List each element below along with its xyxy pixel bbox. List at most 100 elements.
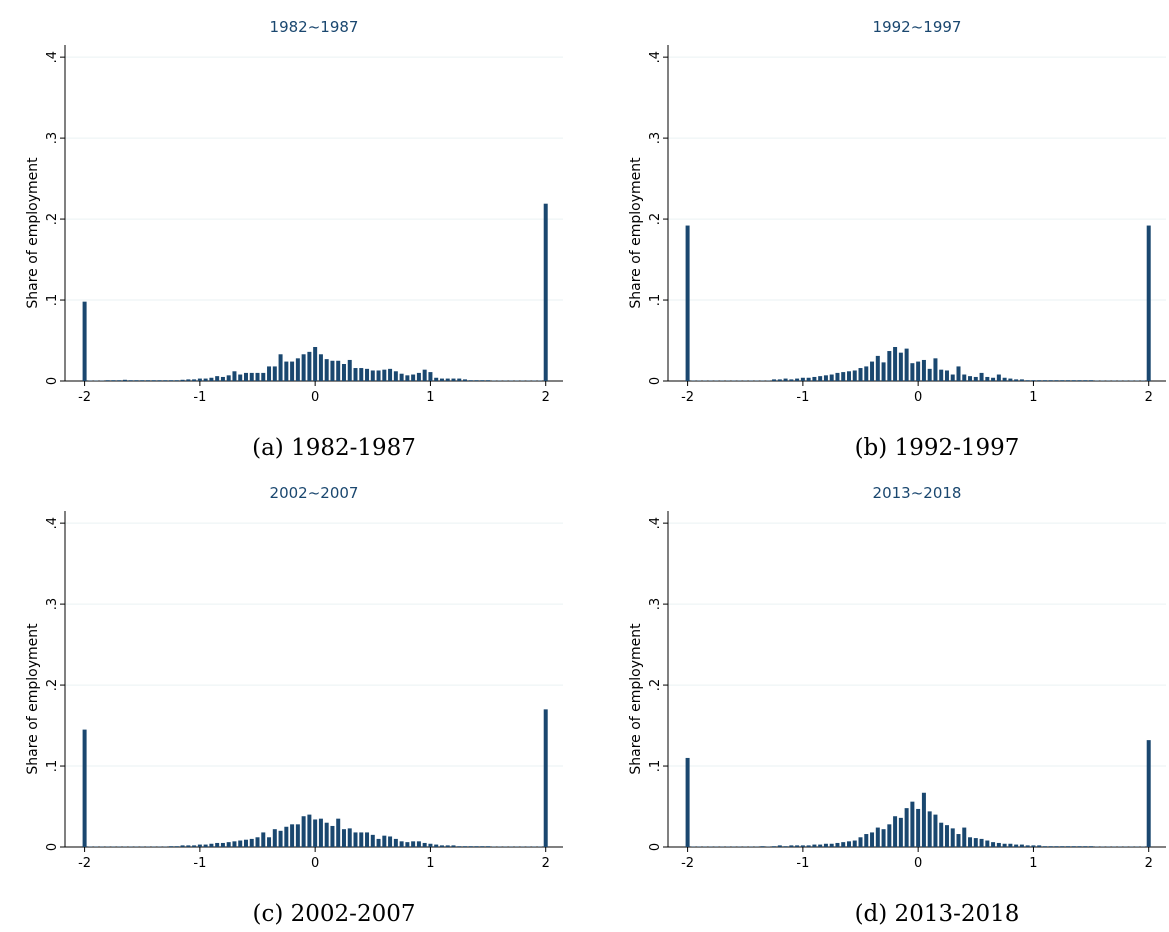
bar	[800, 377, 805, 381]
bar	[439, 378, 444, 381]
bar	[991, 842, 996, 847]
y-tick-label: .2	[648, 213, 663, 225]
bar	[846, 841, 851, 847]
bar	[823, 843, 828, 847]
bar	[186, 845, 191, 847]
bar	[117, 380, 122, 381]
bar	[1048, 380, 1053, 381]
bar	[376, 370, 381, 381]
bar	[1066, 846, 1071, 847]
bar	[180, 845, 185, 847]
bar	[956, 834, 961, 847]
bar	[324, 359, 329, 381]
bar	[301, 354, 306, 381]
bar	[226, 375, 231, 381]
bar	[1002, 377, 1007, 381]
bar	[858, 837, 863, 847]
y-axis-label: Share of employment	[25, 157, 41, 309]
bar	[835, 842, 840, 847]
bar	[295, 358, 300, 381]
bar	[261, 372, 266, 381]
caption: (d) 2013-2018	[855, 901, 1020, 927]
bar	[991, 377, 996, 381]
x-tick-label: -2	[681, 856, 694, 871]
bar	[893, 816, 898, 847]
bar	[174, 846, 179, 847]
bar	[1042, 380, 1047, 381]
bar	[249, 372, 254, 381]
bar	[341, 829, 346, 847]
bar	[313, 819, 318, 847]
bar	[933, 358, 938, 381]
bar	[163, 380, 168, 381]
bar	[841, 372, 846, 381]
bar	[411, 374, 416, 381]
bar	[543, 709, 548, 847]
bar	[220, 842, 225, 847]
y-axis-label: Share of employment	[25, 623, 41, 775]
bar	[434, 377, 439, 381]
y-tick-label: .2	[45, 213, 60, 225]
bar	[284, 826, 289, 847]
bar	[1042, 846, 1047, 847]
y-tick-label: .1	[45, 760, 60, 772]
bar	[307, 351, 312, 381]
bar	[463, 379, 468, 381]
bar	[140, 380, 145, 381]
bar	[434, 844, 439, 847]
bar	[1083, 380, 1088, 381]
bar	[278, 830, 283, 847]
bar	[382, 369, 387, 381]
bar	[468, 380, 473, 381]
bar	[996, 842, 1001, 847]
bar	[1019, 379, 1024, 381]
bar	[973, 838, 978, 847]
bar	[904, 348, 909, 381]
bar	[457, 846, 462, 847]
bar	[543, 203, 548, 381]
bar	[261, 832, 266, 847]
bar	[318, 354, 323, 381]
bar	[243, 839, 248, 847]
y-tick-label: 0	[45, 843, 60, 851]
bar	[255, 837, 260, 847]
bar	[388, 368, 393, 381]
bar	[82, 729, 87, 847]
bar	[290, 824, 295, 847]
y-tick-label: .4	[45, 517, 60, 529]
bar	[451, 378, 456, 381]
x-tick-label: 1	[1029, 390, 1037, 405]
y-tick-label: .4	[648, 517, 663, 529]
bar	[307, 814, 312, 847]
bar	[772, 846, 777, 847]
y-tick-label: .1	[648, 294, 663, 306]
x-tick-label: -1	[796, 390, 809, 405]
bar	[921, 359, 926, 381]
bar	[685, 225, 690, 381]
bar	[1014, 844, 1019, 847]
bar	[220, 376, 225, 381]
bar	[893, 346, 898, 381]
bar	[480, 380, 485, 381]
bar	[445, 378, 450, 381]
bar	[921, 792, 926, 847]
bar	[783, 846, 788, 847]
bar	[968, 837, 973, 847]
bar	[795, 845, 800, 847]
bar	[111, 380, 116, 381]
bar	[910, 801, 915, 847]
bar	[416, 841, 421, 847]
bar	[962, 374, 967, 381]
x-tick-label: 1	[426, 390, 434, 405]
bar	[359, 832, 364, 847]
bar	[347, 359, 352, 381]
bar	[1031, 845, 1036, 847]
bar	[1071, 846, 1076, 847]
y-tick-label: .3	[45, 132, 60, 144]
bar	[950, 828, 955, 847]
bar	[197, 844, 202, 847]
bar	[318, 818, 323, 847]
bar	[875, 355, 880, 381]
bar	[916, 808, 921, 847]
